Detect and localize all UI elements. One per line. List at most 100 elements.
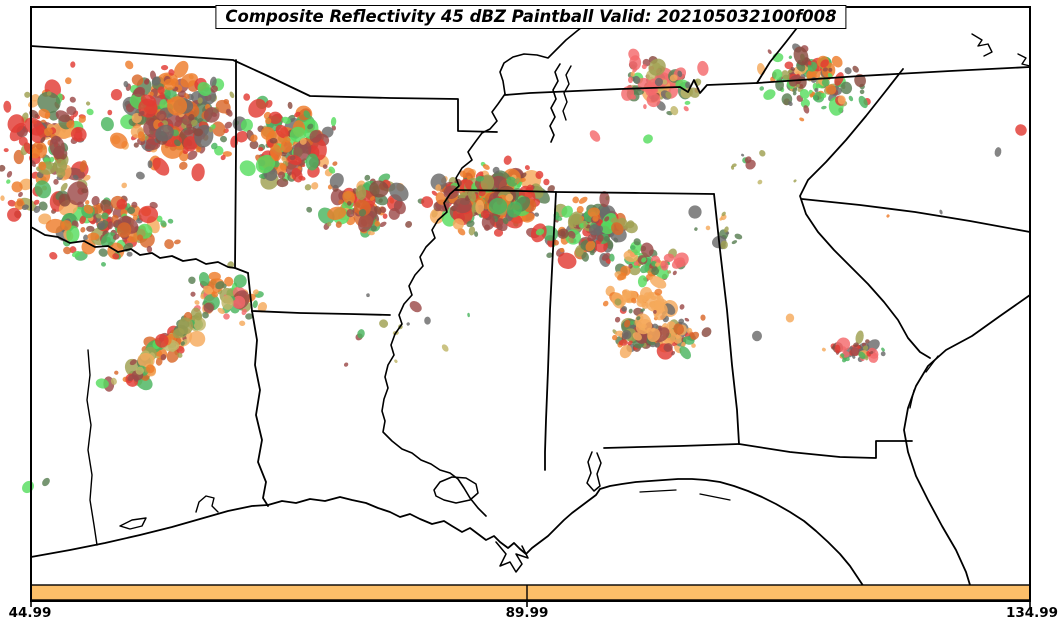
ensemble-member-dot — [197, 97, 203, 104]
ensemble-member-dot — [322, 164, 328, 169]
ensemble-member-dot — [160, 354, 167, 361]
ensemble-member-dot — [159, 92, 166, 100]
ensemble-member-dot — [614, 298, 622, 306]
ensemble-member-dot — [110, 132, 128, 149]
ensemble-member-dot — [457, 228, 466, 236]
ensemble-member-dot — [880, 351, 886, 357]
ensemble-member-dot — [291, 167, 303, 183]
ensemble-member-dot — [110, 377, 117, 385]
ensemble-member-dot — [78, 115, 86, 123]
ensemble-member-dot — [42, 477, 50, 487]
ensemble-member-dot — [189, 330, 206, 347]
ensemble-member-dot — [578, 223, 585, 229]
ensemble-member-dot — [86, 225, 95, 232]
ensemble-member-dot — [49, 156, 55, 162]
ensemble-member-dot — [821, 347, 826, 352]
ensemble-member-dot — [69, 246, 77, 254]
ensemble-member-dot — [157, 86, 165, 94]
border-nc-sc — [801, 198, 1031, 233]
ensemble-member-dot — [688, 205, 702, 219]
ensemble-member-dot — [7, 114, 25, 133]
ensemble-member-dot — [311, 182, 319, 190]
ensemble-member-dot — [369, 180, 389, 198]
ensemble-member-dot — [389, 182, 409, 202]
ensemble-member-dot — [364, 174, 371, 181]
ensemble-member-dot — [164, 239, 174, 250]
ensemble-member-dot — [637, 275, 648, 288]
ensemble-member-dot — [240, 118, 253, 132]
ensemble-member-dot — [561, 205, 573, 218]
ensemble-member-dot — [370, 225, 377, 232]
ensemble-member-dot — [342, 190, 356, 204]
ensemble-member-dot — [441, 344, 449, 352]
ensemble-member-dot — [571, 213, 583, 226]
ensemble-member-dot — [467, 190, 477, 202]
border-arkansas-west — [247, 272, 253, 312]
ensemble-member-dot — [7, 199, 16, 207]
ensemble-member-dot — [609, 253, 615, 262]
ensemble-member-dot — [651, 267, 660, 276]
ensemble-member-dot — [796, 83, 800, 88]
ensemble-member-dot — [694, 227, 698, 231]
ensemble-member-dot — [534, 212, 540, 217]
ensemble-member-dot — [831, 55, 843, 68]
ensemble-member-dot — [684, 100, 691, 105]
ensemble-member-dot — [859, 89, 865, 95]
ensemble-member-dot — [685, 81, 691, 89]
ensemble-member-dot — [155, 124, 174, 142]
ensemble-member-dot — [662, 79, 668, 85]
ensemble-member-dot — [193, 317, 206, 331]
ensemble-member-dot — [123, 81, 129, 88]
ensemble-member-dot — [85, 200, 90, 205]
ensemble-member-dot — [858, 95, 868, 109]
ensemble-member-dot — [183, 128, 194, 136]
ensemble-member-dot — [131, 201, 138, 208]
ensemble-member-dot — [629, 55, 642, 71]
ensemble-member-dot — [405, 220, 413, 228]
ensemble-member-dot — [459, 170, 466, 178]
ensemble-member-dot — [83, 204, 94, 214]
ensemble-member-dot — [187, 150, 198, 160]
ensemble-member-dot — [239, 160, 256, 177]
ensemble-member-dot — [837, 95, 846, 105]
ensemble-member-dot — [588, 224, 601, 236]
ensemble-member-dot — [568, 230, 576, 239]
ensemble-member-dot — [452, 218, 465, 230]
ensemble-member-dot — [624, 319, 631, 328]
ensemble-member-dot — [3, 148, 9, 153]
ensemble-member-dot — [188, 114, 195, 121]
border-ga-fl — [738, 440, 913, 459]
ensemble-member-dot — [429, 208, 445, 224]
ensemble-member-dot — [270, 144, 282, 161]
ensemble-member-dot — [107, 109, 113, 116]
ensemble-member-dot — [647, 328, 661, 343]
ensemble-member-dot — [79, 160, 87, 173]
ensemble-member-dot — [167, 96, 188, 116]
ensemble-member-dot — [496, 223, 503, 231]
ensemble-member-dot — [71, 250, 81, 258]
ensemble-member-dot — [131, 74, 144, 86]
ensemble-member-dot — [630, 320, 634, 325]
ensemble-member-dot — [799, 88, 810, 100]
ensemble-member-dot — [599, 191, 610, 208]
ensemble-member-dot — [721, 211, 726, 217]
ensemble-member-dot — [177, 317, 194, 335]
ensemble-member-dot — [66, 120, 75, 129]
ensemble-member-dot — [630, 245, 636, 250]
ensemble-member-dot — [788, 55, 793, 59]
ensemble-member-dot — [173, 239, 181, 245]
ensemble-member-dot — [87, 232, 100, 241]
paintball-dots — [0, 43, 1027, 494]
ensemble-member-dot — [250, 134, 258, 142]
ensemble-member-dot — [557, 228, 569, 239]
x-axis-tick-label: 44.99 — [8, 605, 52, 621]
mississippi-river — [381, 93, 506, 517]
ensemble-member-dot — [53, 158, 68, 173]
ensemble-member-dot — [177, 352, 183, 358]
texas-river — [86, 349, 98, 546]
ensemble-member-dot — [152, 157, 170, 176]
ensemble-member-dot — [156, 215, 163, 222]
ensemble-member-dot — [232, 295, 246, 309]
ensemble-member-dot — [374, 220, 381, 227]
ensemble-member-dot — [812, 94, 818, 101]
